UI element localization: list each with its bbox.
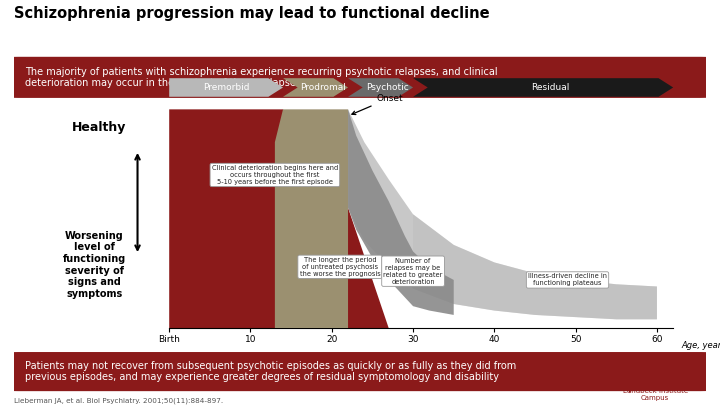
Text: Critical years: Critical years: [387, 354, 438, 363]
Polygon shape: [413, 78, 673, 97]
Text: Psychotic: Psychotic: [366, 83, 409, 92]
Text: Schizophrenia progression may lead to functional decline: Schizophrenia progression may lead to fu…: [14, 6, 490, 21]
Text: Illness-driven decline in
functioning plateaus: Illness-driven decline in functioning pl…: [528, 273, 607, 286]
Text: Lieberman JA, et al. Biol Psychiatry. 2001;50(11):884-897.: Lieberman JA, et al. Biol Psychiatry. 20…: [14, 398, 223, 404]
FancyBboxPatch shape: [11, 352, 708, 391]
Text: Patients may not recover from subsequent psychotic episodes as quickly or as ful: Patients may not recover from subsequent…: [24, 361, 516, 382]
Text: Number of
relapses may be
related to greater
deterioration: Number of relapses may be related to gre…: [383, 258, 443, 285]
Text: Healthy: Healthy: [71, 121, 126, 134]
Polygon shape: [348, 78, 413, 97]
FancyBboxPatch shape: [11, 57, 708, 98]
Text: Remainder of life: Remainder of life: [502, 354, 568, 363]
Text: Adolescence to
early adulthood: Adolescence to early adulthood: [302, 361, 362, 380]
Polygon shape: [348, 109, 657, 319]
Polygon shape: [169, 109, 389, 328]
Text: Age, years²: Age, years²: [681, 341, 720, 350]
Text: The longer the period
of untreated psychosis
the worse the prognosis: The longer the period of untreated psych…: [300, 257, 380, 277]
Text: Clinical deterioration begins here and
occurs throughout the first
5-10 years be: Clinical deterioration begins here and o…: [212, 165, 338, 185]
Text: ▼: ▼: [626, 384, 634, 394]
Text: Childhood: Childhood: [150, 354, 189, 363]
Polygon shape: [413, 214, 657, 319]
Polygon shape: [169, 78, 283, 97]
Text: Prodromal: Prodromal: [300, 83, 346, 92]
Text: Onset: Onset: [352, 94, 403, 115]
Text: Premorbid: Premorbid: [203, 83, 249, 92]
Text: Lundbeck Institute
Campus: Lundbeck Institute Campus: [623, 388, 688, 401]
Text: Worsening
level of
functioning
severity of
signs and
symptoms: Worsening level of functioning severity …: [63, 231, 126, 299]
Polygon shape: [283, 78, 348, 97]
Text: The majority of patients with schizophrenia experience recurring psychotic relap: The majority of patients with schizophre…: [24, 66, 498, 88]
Polygon shape: [275, 109, 348, 328]
Text: Residual: Residual: [531, 83, 570, 92]
Polygon shape: [348, 109, 454, 315]
